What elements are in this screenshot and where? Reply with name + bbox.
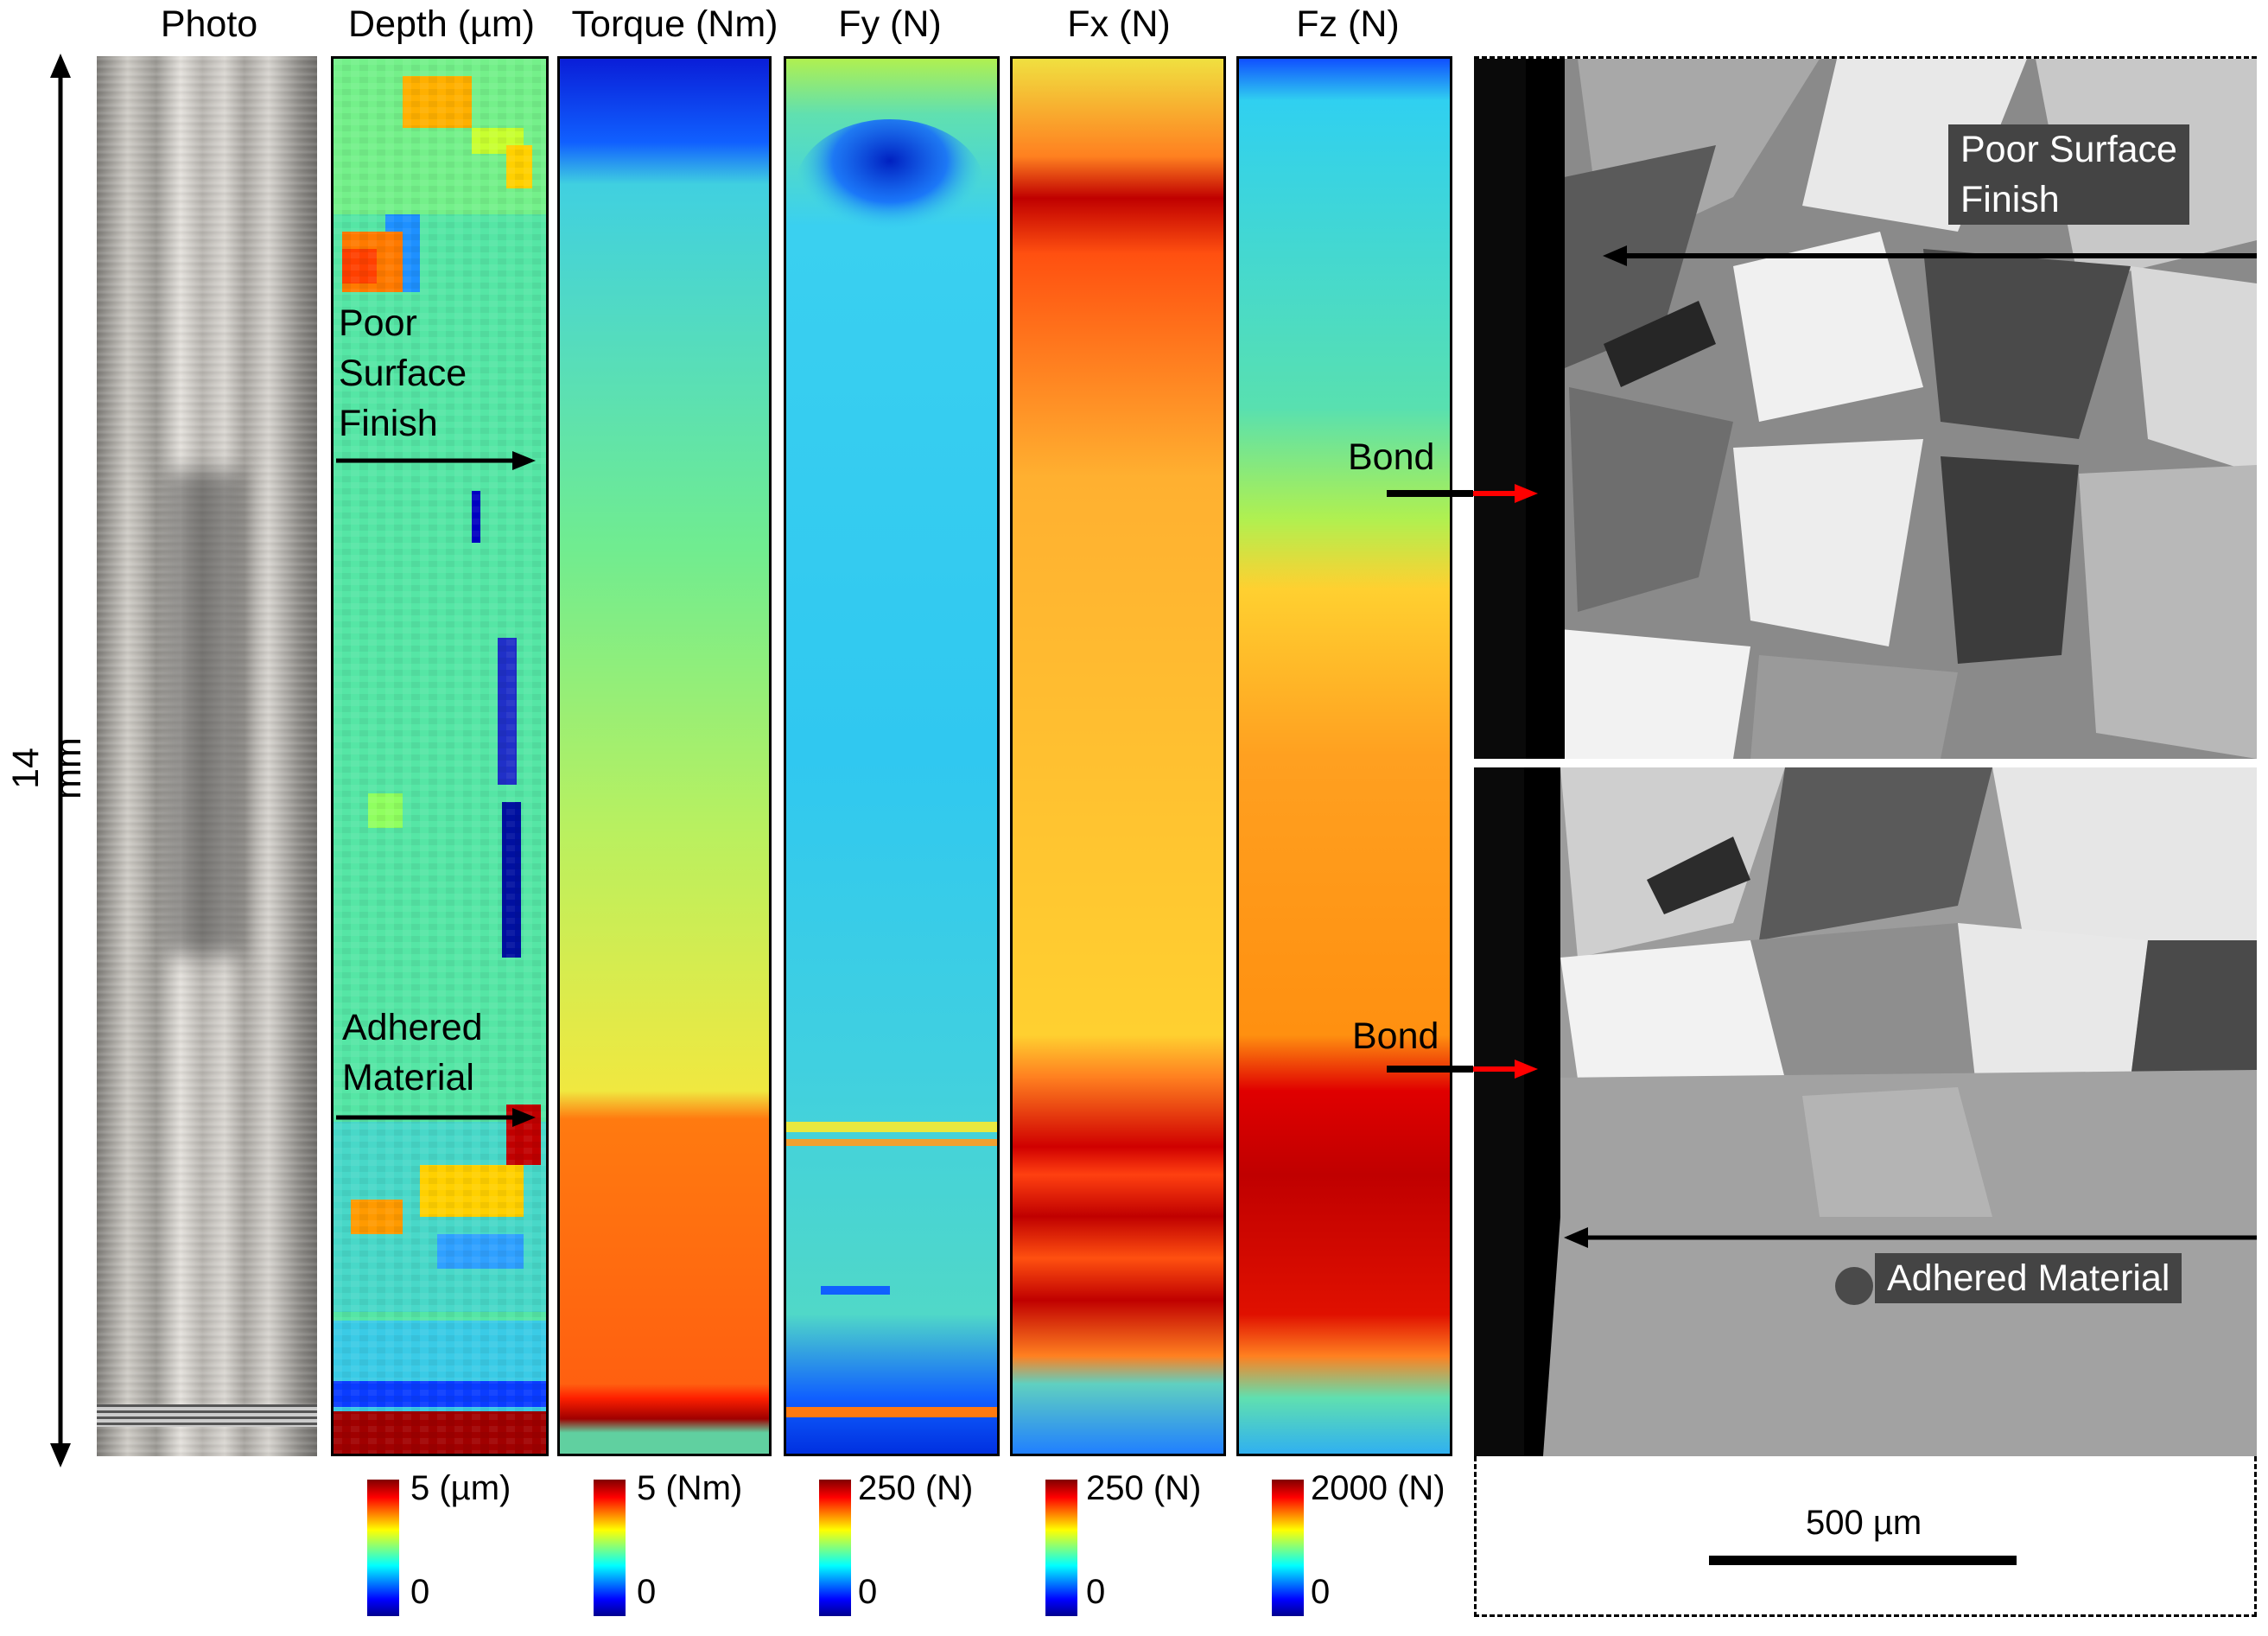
fx-title: Fx (N) [1067, 3, 1171, 45]
micrograph-separator [1474, 759, 2257, 767]
length-arrow [50, 54, 71, 1467]
micrograph-bottom [1474, 767, 2257, 1456]
torque-colorbar-max: 5 (Nm) [637, 1469, 743, 1507]
scale-bar [1709, 1556, 2017, 1565]
fz-colorbar-max: 2000 (N) [1311, 1469, 1445, 1507]
fz-title: Fz (N) [1296, 3, 1400, 45]
photo-panel [97, 56, 317, 1456]
depth-colorbar [367, 1480, 399, 1616]
fz-panel [1236, 56, 1452, 1456]
fx-panel [1010, 56, 1226, 1456]
depth-panel [331, 56, 549, 1456]
fx-map [1013, 59, 1223, 1454]
fx-colorbar-min: 0 [1086, 1573, 1106, 1611]
depth-map [334, 59, 546, 1454]
adhered-label-box: Adhered Material [1875, 1253, 2182, 1303]
depth-colorbar-min: 0 [410, 1573, 430, 1611]
poor-surface-arrow [1603, 245, 2257, 266]
bond-arrow-top [1387, 484, 1538, 503]
fz-colorbar [1272, 1480, 1304, 1616]
bond-label-top: Bond [1348, 436, 1435, 478]
torque-panel [557, 56, 772, 1456]
bond-label-bottom: Bond [1352, 1015, 1439, 1057]
fy-colorbar-max: 250 (N) [858, 1469, 974, 1507]
depth-annotation-adhered: Adhered Material [342, 1007, 483, 1098]
fz-colorbar-min: 0 [1311, 1573, 1331, 1611]
depth-annotation-poor-surface: Poor Surface Finish [339, 302, 467, 444]
torque-map [560, 59, 769, 1454]
fz-map [1239, 59, 1450, 1454]
fx-colorbar-max: 250 (N) [1086, 1469, 1202, 1507]
fy-colorbar [819, 1480, 851, 1616]
adhered-arrow [1564, 1227, 2257, 1248]
depth-colorbar-max: 5 (µm) [410, 1469, 511, 1507]
fy-title: Fy (N) [838, 3, 942, 45]
torque-title: Torque (Nm) [571, 3, 778, 45]
fy-panel [784, 56, 1000, 1456]
torque-colorbar [594, 1480, 626, 1616]
fy-map [786, 59, 997, 1454]
scale-bar-label: 500 µm [1806, 1504, 1922, 1542]
fx-colorbar [1045, 1480, 1077, 1616]
depth-title: Depth (µm) [348, 3, 535, 45]
photo-title: Photo [160, 3, 258, 45]
torque-colorbar-min: 0 [637, 1573, 657, 1611]
depth-arrow-adhered [336, 1108, 536, 1127]
poor-surface-label-box: Poor Surface Finish [1948, 124, 2189, 225]
length-label: 14 mm [5, 737, 89, 799]
depth-arrow-poor-surface [336, 451, 536, 470]
fy-colorbar-min: 0 [858, 1573, 878, 1611]
bond-arrow-bottom [1387, 1060, 1538, 1079]
